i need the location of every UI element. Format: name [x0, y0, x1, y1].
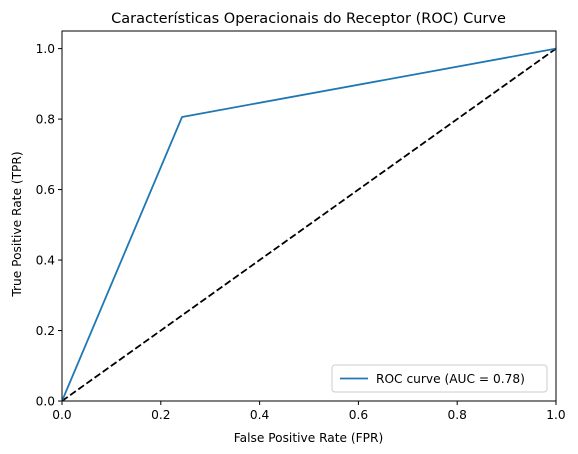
plot-area — [61, 30, 557, 402]
x-axis-ticks: 0.0 0.2 0.4 0.6 0.8 1.0 — [52, 401, 566, 422]
y-tick-label: 0.8 — [36, 112, 55, 126]
plot-background — [62, 31, 556, 401]
chart-title: Características Operacionais do Receptor… — [111, 11, 506, 27]
y-axis-ticks: 0.0 0.2 0.4 0.6 0.8 1.0 — [36, 42, 62, 408]
y-tick-label: 0.4 — [36, 253, 56, 267]
x-axis-label: False Positive Rate (FPR) — [234, 431, 383, 445]
axes-frame — [61, 30, 557, 402]
series-group — [62, 47, 556, 401]
legend-label-roc: ROC curve (AUC = 0.78) — [376, 372, 525, 386]
y-tick-label: 0.2 — [36, 324, 55, 338]
legend-box — [331, 364, 548, 393]
x-tick-label: 1.0 — [546, 408, 565, 422]
y-tick-label: 0.0 — [36, 394, 55, 408]
chance-diagonal-line — [62, 47, 556, 401]
y-tick-label: 0.6 — [36, 183, 55, 197]
x-tick-label: 0.0 — [52, 408, 71, 422]
y-tick-label: 1.0 — [36, 42, 55, 56]
x-tick-label: 0.8 — [448, 408, 467, 422]
x-tick-label: 0.2 — [151, 408, 170, 422]
roc-curve-line — [62, 47, 556, 401]
y-axis-label: True Positive Rate (TPR) — [10, 151, 24, 297]
legend: ROC curve (AUC = 0.78) — [331, 364, 548, 393]
x-tick-label: 0.6 — [349, 408, 368, 422]
x-tick-label: 0.4 — [250, 408, 270, 422]
